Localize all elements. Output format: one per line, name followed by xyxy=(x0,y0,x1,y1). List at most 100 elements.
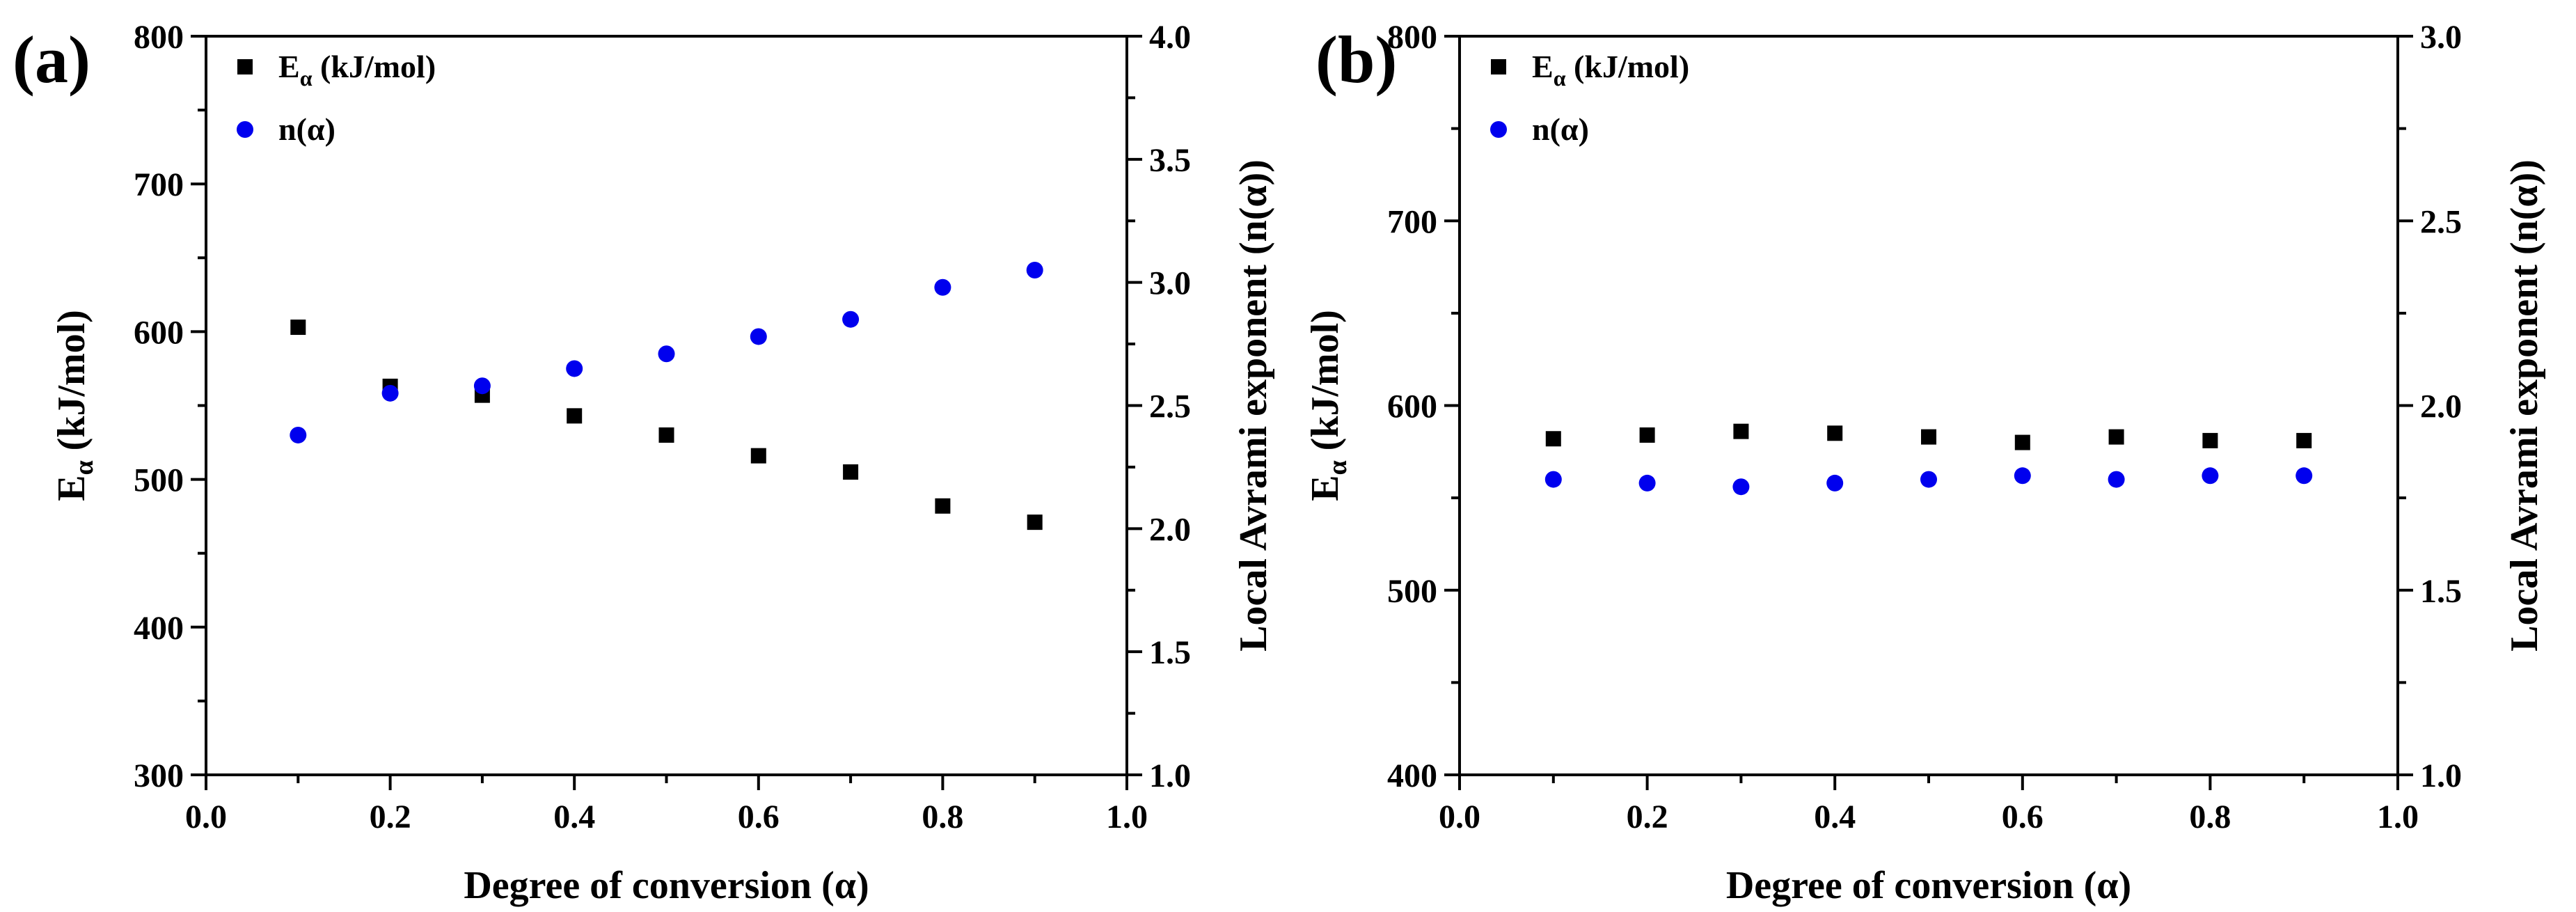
y-axis-title-main: E xyxy=(1304,475,1347,501)
data-point-square xyxy=(2296,432,2312,448)
legend-label-main: n(α) xyxy=(278,111,335,147)
x-tick-label: 0.0 xyxy=(1439,799,1480,835)
data-point-square xyxy=(1545,431,1561,447)
data-point-circle xyxy=(473,377,491,395)
legend-label: Eα (kJ/mol) xyxy=(1532,49,1689,91)
x-tick-label: 1.0 xyxy=(2377,799,2419,835)
y2-tick-label: 1.5 xyxy=(1149,634,1191,671)
y2-axis-title: Local Avrami exponent (n(α)) xyxy=(1232,159,1275,652)
legend-marker-circle xyxy=(1490,121,1507,138)
legend-marker-square xyxy=(237,59,253,74)
x-tick-label: 0.4 xyxy=(553,799,595,835)
y2-tick-label: 2.5 xyxy=(2420,203,2462,240)
y2-tick-label: 2.5 xyxy=(1149,388,1191,425)
legend-label-subscript: α xyxy=(300,65,313,91)
data-point-circle xyxy=(290,426,307,443)
legend-label: n(α) xyxy=(1532,111,1589,147)
legend-label-subscript: α xyxy=(1554,65,1566,91)
y2-tick-label: 3.5 xyxy=(1149,142,1191,179)
data-point-square xyxy=(290,320,306,336)
data-point-square xyxy=(2014,434,2030,450)
y2-axis-title: Local Avrami exponent (n(α)) xyxy=(2503,159,2546,652)
legend-label: n(α) xyxy=(278,111,335,147)
legend-marker-circle xyxy=(237,121,253,138)
y-tick-label: 600 xyxy=(134,314,184,351)
y-tick-label: 800 xyxy=(1387,19,1437,56)
x-tick-label: 0.6 xyxy=(738,799,780,835)
y-tick-label: 500 xyxy=(134,462,184,499)
data-point-circle xyxy=(1826,474,1844,492)
y2-tick-label: 1.5 xyxy=(2420,573,2462,610)
y-tick-label: 800 xyxy=(134,19,184,56)
y-tick-label: 500 xyxy=(1387,573,1437,610)
data-point-square xyxy=(658,427,674,443)
data-point-square xyxy=(567,408,583,424)
data-point-circle xyxy=(750,328,767,345)
data-point-circle xyxy=(1638,474,1656,492)
y2-tick-label: 3.0 xyxy=(1149,265,1191,302)
data-point-circle xyxy=(842,310,860,328)
y-tick-label: 300 xyxy=(134,757,184,794)
data-point-circle xyxy=(2108,471,2125,488)
x-tick-label: 0.2 xyxy=(370,799,411,835)
y-tick-label: 400 xyxy=(134,610,184,647)
y-axis-title-unit: (kJ/mol) xyxy=(1304,310,1347,460)
plot-frame xyxy=(205,35,1128,776)
y-tick-label: 600 xyxy=(1387,388,1437,425)
data-point-circle xyxy=(1732,478,1750,496)
legend-marker-square xyxy=(1491,59,1506,74)
data-point-circle xyxy=(1920,471,1937,488)
y-axis-title-subscript: α xyxy=(70,460,99,475)
y-tick-label: 400 xyxy=(1387,757,1437,794)
legend: Eα (kJ/mol) n(α) xyxy=(237,49,436,147)
plot-frame xyxy=(1458,35,2399,776)
data-point-square xyxy=(1639,427,1655,443)
panel-label: (b) xyxy=(1315,22,1397,97)
data-point-square xyxy=(1827,425,1843,441)
legend-label-unit: (kJ/mol) xyxy=(1566,49,1690,84)
data-point-circle xyxy=(566,360,583,377)
y-tick-label: 700 xyxy=(134,166,184,203)
panel-a-chart: 0.0 0.2 0.4 0.6 0.8 1.0 300 400 500 600 700 800 1.0 1… xyxy=(13,19,1275,907)
x-tick-label: 0.8 xyxy=(922,799,963,835)
y2-tick-label: 1.0 xyxy=(1149,757,1191,794)
legend-label-main: n(α) xyxy=(1532,111,1589,147)
data-point-circle xyxy=(2014,467,2031,485)
data-point-square xyxy=(843,464,859,480)
y2-tick-label: 1.0 xyxy=(2420,757,2462,794)
legend: Eα (kJ/mol) n(α) xyxy=(1490,49,1689,147)
x-axis-title: Degree of conversion (α) xyxy=(1726,864,2131,907)
data-point-circle xyxy=(934,278,951,296)
x-tick-label: 1.0 xyxy=(1106,799,1148,835)
legend-label-main: E xyxy=(1532,49,1554,84)
legend-label: Eα (kJ/mol) xyxy=(278,49,436,91)
data-point-circle xyxy=(2202,467,2219,485)
data-point-circle xyxy=(1544,471,1562,488)
x-tick-label: 0.6 xyxy=(2002,799,2044,835)
y-axis-title: Eα (kJ/mol) xyxy=(1304,310,1352,501)
data-point-circle xyxy=(2296,467,2313,485)
data-point-circle xyxy=(658,345,675,363)
data-point-square xyxy=(1027,514,1043,530)
series-avrami-exponent xyxy=(1544,467,2313,496)
x-tick-label: 0.0 xyxy=(185,799,227,835)
data-point-square xyxy=(2202,432,2218,448)
x-tick-label: 0.2 xyxy=(1627,799,1668,835)
y-axis-title-subscript: α xyxy=(1323,460,1352,475)
series-activation-energy xyxy=(1545,423,2312,450)
y2-tick-label: 2.0 xyxy=(2420,388,2462,425)
y-axis-title-unit: (kJ/mol) xyxy=(50,310,93,460)
data-point-square xyxy=(2108,429,2124,445)
x-tick-label: 0.4 xyxy=(1814,799,1856,835)
data-point-circle xyxy=(381,384,399,402)
legend-label-main: E xyxy=(278,49,300,84)
data-point-square xyxy=(1921,429,1936,445)
data-point-square xyxy=(935,498,951,514)
y2-tick-label: 3.0 xyxy=(2420,19,2462,56)
x-tick-label: 0.8 xyxy=(2189,799,2231,835)
y-axis-title-main: E xyxy=(50,475,93,501)
panel-label: (a) xyxy=(13,22,90,97)
y2-tick-label: 2.0 xyxy=(1149,511,1191,548)
y2-tick-label: 4.0 xyxy=(1149,19,1191,56)
